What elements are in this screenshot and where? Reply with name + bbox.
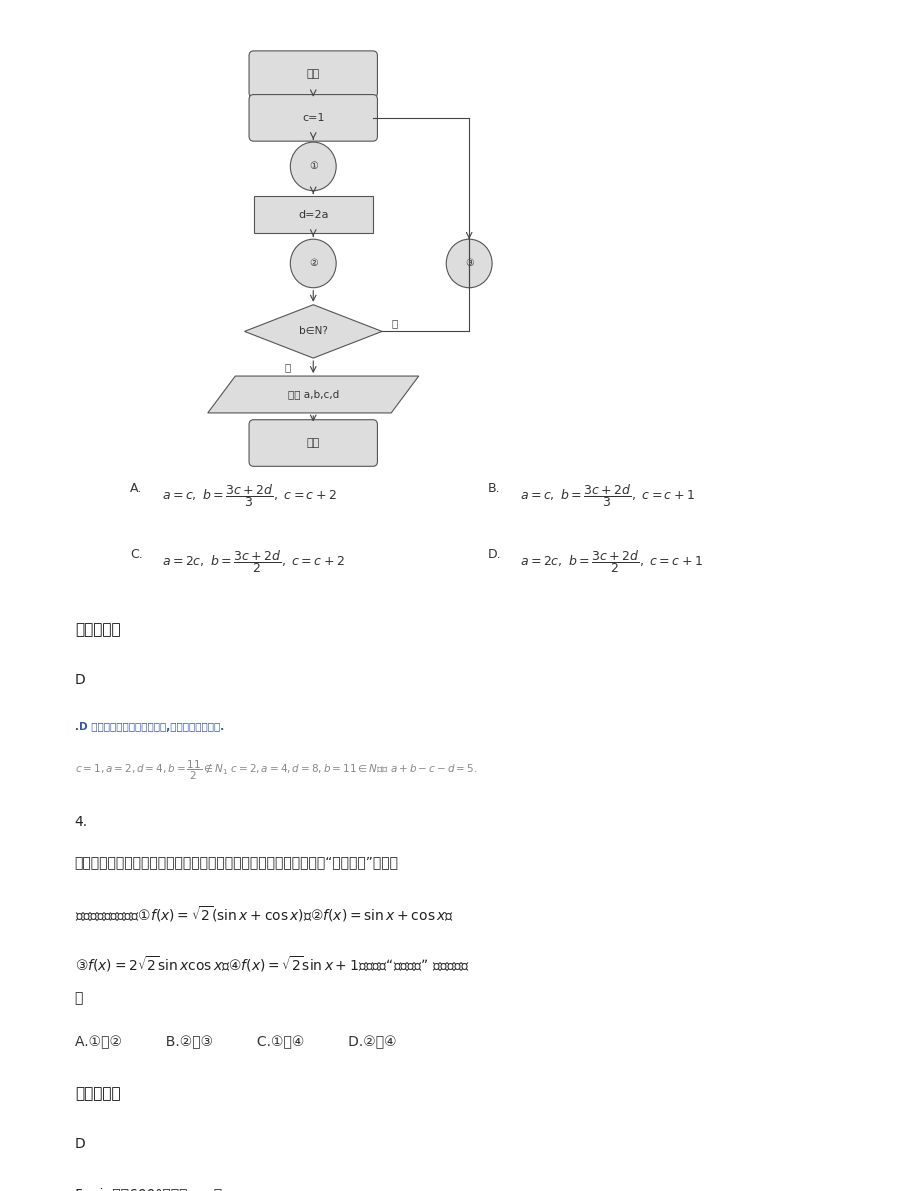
FancyBboxPatch shape: [249, 94, 377, 142]
Circle shape: [290, 239, 335, 288]
Text: D: D: [74, 673, 85, 687]
Text: d=2a: d=2a: [298, 210, 328, 220]
Text: B.: B.: [487, 482, 500, 494]
Text: 否: 否: [391, 318, 397, 329]
Text: $a=c,\ b=\dfrac{3c+2d}{3},\ c=c+1$: $a=c,\ b=\dfrac{3c+2d}{3},\ c=c+1$: [519, 482, 694, 509]
FancyBboxPatch shape: [249, 51, 377, 98]
Text: 结束: 结束: [306, 438, 320, 448]
Text: 参考答案：: 参考答案：: [74, 623, 120, 637]
Text: A.①和②          B.②和③          C.①和④          D.②和④: A.①和② B.②和③ C.①和④ D.②和④: [74, 1035, 396, 1049]
Text: ②: ②: [309, 258, 317, 268]
Circle shape: [290, 142, 335, 191]
Text: 5. sin（－600°）＝（      ）: 5. sin（－600°）＝（ ）: [74, 1187, 221, 1191]
Text: D: D: [74, 1137, 85, 1151]
Text: D.: D.: [487, 548, 501, 561]
Text: 4.: 4.: [74, 815, 88, 829]
Text: .D 《解析》本题考查程序框图,考查运算求解能力.: .D 《解析》本题考查程序框图,考查运算求解能力.: [74, 722, 223, 731]
Text: 如果两个函数的图像经过平移后能够互相重合，那么称这两个函数是“互为生成”函数，: 如果两个函数的图像经过平移后能够互相重合，那么称这两个函数是“互为生成”函数，: [74, 855, 398, 869]
FancyBboxPatch shape: [249, 419, 377, 467]
Polygon shape: [208, 376, 418, 413]
Text: $a=2c,\ b=\dfrac{3c+2d}{2},\ c=c+1$: $a=2c,\ b=\dfrac{3c+2d}{2},\ c=c+1$: [519, 548, 702, 575]
Circle shape: [446, 239, 492, 288]
Text: ③$f(x)=2\sqrt{2}\sin x\cos x$；④$f(x)=\sqrt{2}\sin x+1$，其中是“互为生成” 函数的为（: ③$f(x)=2\sqrt{2}\sin x\cos x$；④$f(x)=\sq…: [74, 954, 469, 974]
Text: $a=c,\ b=\dfrac{3c+2d}{3},\ c=c+2$: $a=c,\ b=\dfrac{3c+2d}{3},\ c=c+2$: [162, 482, 336, 509]
Text: b∈N?: b∈N?: [299, 326, 327, 336]
FancyBboxPatch shape: [254, 197, 372, 233]
Text: ）: ）: [74, 991, 83, 1005]
Text: A.: A.: [130, 482, 142, 494]
Text: c=1: c=1: [301, 113, 324, 123]
Text: $a=2c,\ b=\dfrac{3c+2d}{2},\ c=c+2$: $a=2c,\ b=\dfrac{3c+2d}{2},\ c=c+2$: [162, 548, 345, 575]
Text: ③: ③: [464, 258, 473, 268]
Text: 给出下列四个函数：①$f(x)=\sqrt{2}(\sin x+\cos x)$；②$f(x)=\sin x+\cos x$；: 给出下列四个函数：①$f(x)=\sqrt{2}(\sin x+\cos x)$…: [74, 904, 453, 924]
Polygon shape: [244, 305, 381, 358]
Text: ①: ①: [309, 162, 317, 172]
Text: $c=1,a=2,d=4,b=\dfrac{11}{2}\notin N_1\ c=2,a=4,d=8,b=11\in N$，则 $a+b-c-d=5$.: $c=1,a=2,d=4,b=\dfrac{11}{2}\notin N_1\ …: [74, 759, 476, 781]
Text: 参考答案：: 参考答案：: [74, 1086, 120, 1102]
Text: 开始: 开始: [306, 69, 320, 79]
Text: C.: C.: [130, 548, 142, 561]
Text: 输出 a,b,c,d: 输出 a,b,c,d: [288, 389, 338, 399]
Text: 是: 是: [284, 362, 290, 372]
